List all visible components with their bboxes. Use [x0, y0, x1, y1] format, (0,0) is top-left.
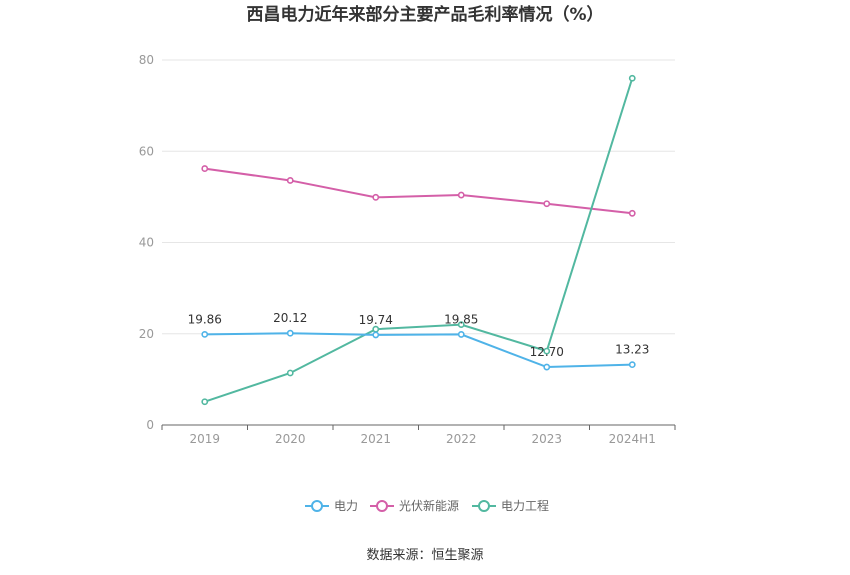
series-line	[204, 167, 633, 215]
y-tick-label: 0	[146, 418, 154, 432]
legend-swatch-marker	[311, 500, 323, 512]
data-point	[457, 321, 465, 329]
y-tick-label: 60	[139, 144, 154, 158]
legend-label: 光伏新能源	[399, 498, 459, 513]
data-label: 20.12	[273, 311, 307, 325]
data-point	[543, 363, 551, 371]
data-point	[543, 200, 551, 208]
data-label: 13.23	[615, 343, 649, 357]
legend-item[interactable]: 电力工程	[472, 498, 549, 513]
data-point	[372, 325, 380, 333]
legend-item[interactable]: 光伏新能源	[370, 498, 459, 513]
data-label: 19.85	[444, 312, 478, 326]
data-point	[201, 165, 209, 172]
y-tick-label: 20	[139, 327, 154, 341]
data-point	[628, 209, 636, 217]
series-layer	[201, 74, 636, 406]
data-point	[286, 369, 294, 377]
legend-swatch-marker	[376, 500, 388, 512]
data-point	[286, 177, 294, 184]
data-label: 12.70	[530, 345, 564, 359]
data-labels: 19.86 20.12 19.74 19.85 12.70 13.23	[188, 311, 650, 359]
series-line	[204, 332, 633, 369]
x-tick-label: 2021	[360, 432, 391, 446]
data-point	[201, 330, 209, 338]
chart-title: 西昌电力近年来部分主要产品毛利率情况（%）	[246, 4, 603, 25]
data-point	[201, 398, 209, 406]
data-point	[628, 74, 636, 82]
series-line	[204, 77, 634, 403]
source-text: 数据来源：恒生聚源	[366, 548, 483, 563]
x-tick-label: 2020	[275, 432, 306, 446]
y-tick-label: 80	[139, 53, 154, 67]
legend-label: 电力	[334, 499, 358, 513]
legend-label: 电力工程	[501, 498, 549, 513]
data-point	[372, 193, 380, 201]
legend-swatch-marker	[478, 500, 490, 512]
data-point	[372, 331, 380, 339]
y-tick-label: 40	[139, 236, 154, 250]
data-point	[628, 361, 636, 369]
y-axis: 0 20 40 60 80	[139, 53, 154, 432]
data-point	[457, 191, 465, 199]
x-tick-label: 2022	[446, 432, 477, 446]
x-tick-label: 2024H1	[609, 432, 656, 446]
data-label: 19.86	[188, 312, 222, 326]
data-label: 19.74	[359, 313, 393, 327]
data-point	[457, 331, 465, 338]
x-tick-label: 2019	[189, 432, 220, 446]
legend[interactable]: 电力 光伏新能源 电力工程	[305, 498, 549, 513]
data-point	[286, 329, 294, 337]
data-point	[543, 347, 551, 355]
legend-item[interactable]: 电力	[305, 499, 358, 513]
x-tick-label: 2023	[531, 432, 562, 446]
x-axis: 2019 2020 2021 2022 2023 2024H1	[161, 424, 676, 446]
